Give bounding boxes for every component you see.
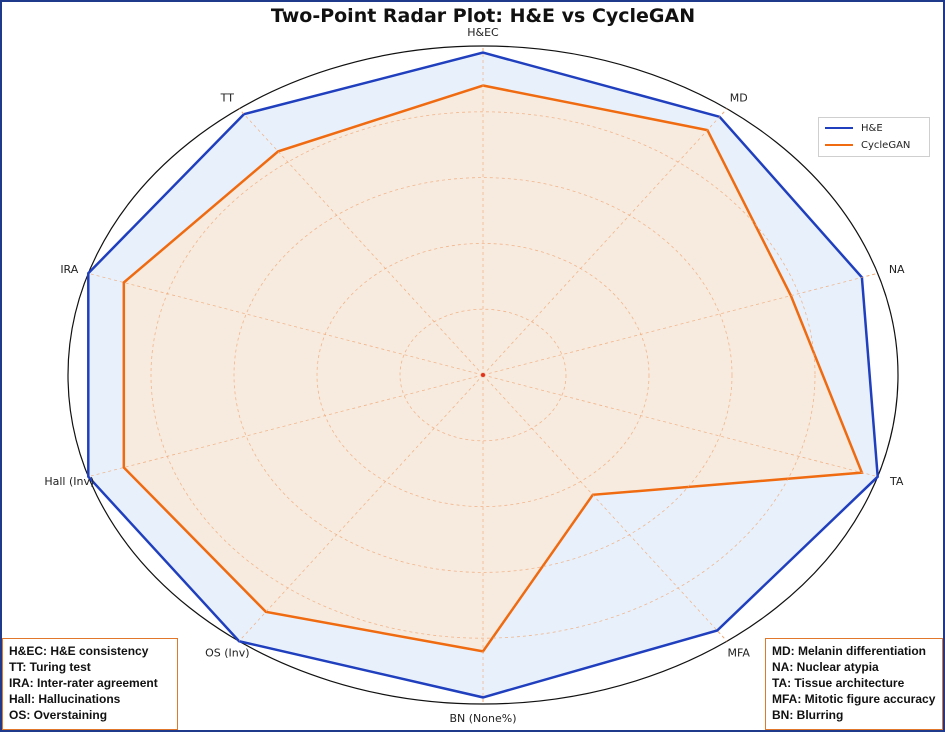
- axis-label-2: NA: [889, 263, 905, 276]
- note-na: NA: Nuclear atypia: [772, 660, 879, 674]
- legend-item-he: H&E: [825, 123, 883, 134]
- axis-labels: H&EC MD NA TA MFA BN (None%) OS (Inv) Hall (Inv…: [44, 26, 905, 725]
- axis-label-8: IRA: [60, 263, 78, 276]
- note-hall: Hall: Hallucinations: [9, 692, 121, 706]
- spoke-overlay-4: [482, 374, 728, 642]
- spoke-overlay-7: [88, 374, 484, 478]
- axis-label-9: TT: [220, 92, 235, 105]
- note-mfa: MFA: Mitotic figure accuracy: [772, 692, 936, 706]
- axis-label-1: MD: [730, 92, 748, 105]
- spoke-overlay-6: [238, 374, 484, 642]
- spoke-overlay-8: [88, 272, 484, 376]
- note-ta: TA: Tissue architecture: [772, 676, 905, 690]
- note-ira: IRA: Inter-rater agreement: [9, 676, 158, 690]
- legend-label-cyclegan: CycleGAN: [861, 140, 911, 151]
- grid-ring-overlay-3: [233, 177, 733, 573]
- spoke-overlay-3: [482, 374, 878, 478]
- grid-ring-overlay-2: [316, 242, 650, 508]
- note-bn: BN: Blurring: [772, 708, 844, 722]
- axis-label-0: H&EC: [467, 26, 499, 39]
- axis-label-3: TA: [889, 475, 904, 488]
- note-hec: H&EC: H&E consistency: [9, 644, 149, 658]
- center-point: [481, 373, 485, 377]
- axis-label-6: OS (Inv): [205, 647, 249, 660]
- legend-swatch-he: [825, 127, 853, 129]
- legend-item-cyclegan: CycleGAN: [825, 140, 910, 151]
- chart-title: Two-Point Radar Plot: H&E vs CycleGAN: [271, 5, 695, 27]
- spoke-overlay-2: [482, 272, 878, 376]
- legend-swatch-cyclegan: [825, 144, 853, 146]
- spoke-overlay-1: [482, 108, 728, 376]
- abbreviation-notes-left: H&EC: H&E consistency TT: Turing test IR…: [2, 638, 178, 730]
- note-md: MD: Melanin differentiation: [772, 644, 926, 658]
- axis-label-7: Hall (Inv): [44, 475, 94, 488]
- note-tt: TT: Turing test: [9, 660, 91, 674]
- note-os: OS: Overstaining: [9, 708, 108, 722]
- axis-label-5: BN (None%): [449, 712, 516, 725]
- grid-ring-5: [67, 45, 899, 705]
- legend: H&E CycleGAN: [818, 117, 930, 157]
- legend-label-he: H&E: [861, 123, 883, 134]
- axis-label-4: MFA: [728, 647, 751, 660]
- series-layer: [87, 46, 879, 704]
- grid-ring-overlay-4: [150, 111, 816, 639]
- abbreviation-notes-right: MD: Melanin differentiation NA: Nuclear …: [765, 638, 943, 730]
- grid-ring-overlay-1: [399, 308, 567, 442]
- spoke-overlay-9: [238, 108, 484, 376]
